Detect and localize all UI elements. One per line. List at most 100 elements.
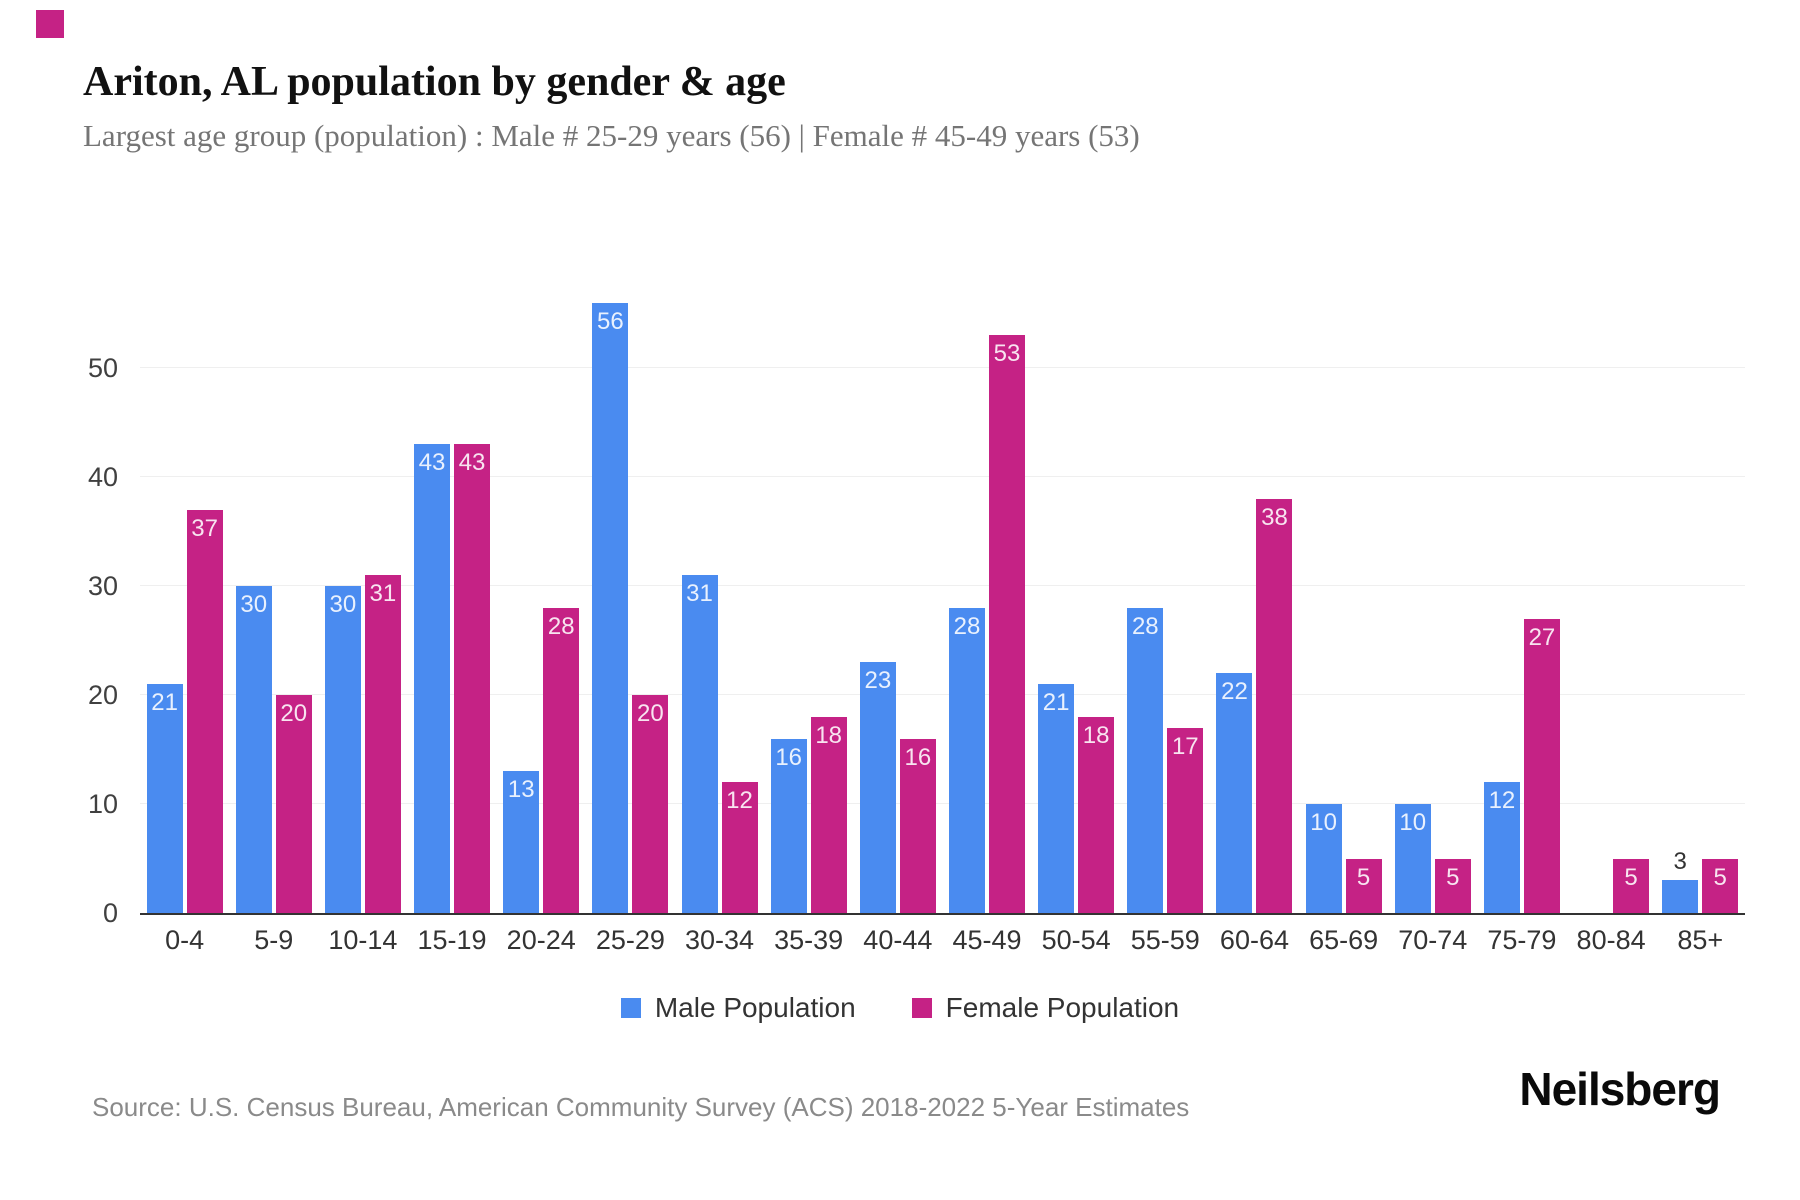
bar-female: 5: [1613, 858, 1650, 913]
bar-value-label: 28: [547, 612, 575, 640]
bar-male: 12: [1483, 782, 1520, 913]
corner-accent-mark: [36, 10, 64, 38]
bar-value-label: 5: [1356, 863, 1371, 891]
bar-value-label: 16: [775, 743, 803, 771]
bar-value-label: 13: [507, 776, 535, 804]
bar-group: 23 16 40-44: [859, 250, 936, 955]
bar-group: 22 38 60-64: [1216, 250, 1293, 955]
bar-male: 16: [770, 738, 807, 913]
bar-female: 43: [454, 444, 491, 913]
x-tick-label: 10-14: [328, 925, 398, 955]
bar-value-label: 43: [458, 449, 486, 477]
bar-female: 5: [1702, 858, 1739, 913]
legend-item-male[interactable]: Male Population: [620, 992, 856, 1024]
bar-value-label: 23: [864, 667, 892, 695]
bar-value-label: 21: [1042, 689, 1070, 717]
bar-value-label: 20: [637, 700, 664, 727]
bar-group: 28 53 45-49: [948, 250, 1025, 955]
bar-value-label: 56: [597, 307, 624, 335]
bar-value-label: 28: [953, 612, 981, 640]
bar-group: 30 20 5-9: [235, 250, 312, 955]
bar-value-label: 16: [904, 743, 932, 771]
bar-value-label: 37: [191, 514, 218, 542]
bar-male: 23: [859, 662, 896, 913]
x-tick-label: 25-29: [595, 925, 665, 955]
bar-female: 16: [899, 738, 936, 913]
bar-male: 3: [1662, 848, 1699, 913]
bar-value-label: 31: [369, 580, 397, 608]
x-tick-label: 70-74: [1398, 925, 1468, 955]
bar-female: 5: [1434, 858, 1471, 913]
bar-group: 30 31 10-14: [324, 250, 401, 955]
bar-value-label: 18: [1082, 721, 1110, 749]
bar-group: 3 5 85+: [1662, 250, 1739, 955]
bar-male: 13: [503, 771, 540, 913]
x-tick-label: 35-39: [774, 925, 844, 955]
bar-group: 5 80-84: [1573, 250, 1650, 955]
bar-value-label: 20: [280, 700, 308, 727]
bar-value-label: 27: [1528, 623, 1556, 651]
y-tick-label: 0: [102, 898, 118, 928]
bar-value-label: 31: [686, 580, 713, 608]
bar-female: 18: [810, 716, 847, 913]
x-tick-label: 80-84: [1576, 925, 1646, 955]
bar-group: 10 5 70-74: [1394, 250, 1471, 955]
legend-label-female: Female Population: [945, 992, 1180, 1023]
gridline: [140, 367, 1745, 368]
gridline: [140, 803, 1745, 804]
x-tick-label: 5-9: [254, 925, 294, 955]
bar-value-label: 28: [1131, 612, 1159, 640]
bar-male: 10: [1394, 804, 1431, 913]
x-tick-label: 40-44: [863, 925, 933, 955]
legend: Male Population Female Population: [0, 992, 1800, 1024]
plot-area: 21 37 0-4 30 20 5-9 30 31 10-14 43 43 15-19 13 28 20-2…: [140, 250, 1745, 955]
female-swatch-icon: [911, 998, 932, 1018]
x-tick-label: 15-19: [417, 925, 487, 955]
legend-item-female[interactable]: Female Population: [911, 992, 1180, 1024]
chart-title: Ariton, AL population by gender & age: [83, 59, 786, 105]
bar-female: 20: [632, 695, 669, 913]
bar-value-label: 3: [1673, 848, 1687, 876]
bar-value-label: 22: [1221, 678, 1248, 706]
x-tick-label: 65-69: [1309, 925, 1379, 955]
y-tick-label: 50: [87, 353, 118, 383]
bar-group: 21 37 0-4: [146, 250, 223, 955]
bar-group: 21 18 50-54: [1038, 250, 1115, 955]
male-swatch-icon: [620, 998, 641, 1018]
bar-female: 28: [543, 607, 580, 913]
bar-value-label: 10: [1310, 809, 1337, 836]
bar-value-label: 10: [1399, 809, 1427, 836]
bar-group: 10 5 65-69: [1305, 250, 1382, 955]
bar-value-label: 38: [1261, 503, 1288, 531]
bar-value-label: 53: [993, 340, 1021, 368]
bar-value-label: 12: [726, 787, 753, 815]
x-tick-label: 85+: [1677, 925, 1724, 955]
bar-female: 27: [1523, 618, 1560, 913]
bar-female: 17: [1167, 727, 1204, 913]
bar-group: 43 43 15-19: [414, 250, 491, 955]
bar-value-label: 18: [815, 721, 843, 749]
x-tick-label: 75-79: [1487, 925, 1557, 955]
bar-female: 20: [275, 695, 312, 913]
bar-group: 56 20 25-29: [592, 250, 669, 955]
bar-value-label: 5: [1713, 863, 1727, 891]
bar-male: 28: [948, 607, 985, 913]
bar-male: 56: [592, 302, 629, 913]
x-tick-label: 60-64: [1219, 925, 1289, 955]
legend-label-male: Male Population: [654, 992, 856, 1023]
bar-male: 21: [146, 684, 183, 913]
y-tick-label: 40: [87, 462, 118, 492]
bar-value-label: 5: [1446, 863, 1460, 891]
bar-female: 37: [186, 509, 223, 913]
bar-male: 28: [1127, 607, 1164, 913]
bar-group: 12 27 75-79: [1483, 250, 1560, 955]
bar-groups: 21 37 0-4 30 20 5-9 30 31 10-14 43 43 15-19 13 28 20-2…: [140, 250, 1745, 955]
x-tick-label: 45-49: [952, 925, 1022, 955]
bar-group: 13 28 20-24: [503, 250, 580, 955]
bar-group: 31 12 30-34: [681, 250, 758, 955]
y-tick-label: 10: [87, 789, 118, 819]
chart-subtitle: Largest age group (population) : Male # …: [83, 118, 1140, 153]
x-tick-label: 0-4: [165, 925, 205, 955]
bar-value-label: 43: [418, 449, 446, 477]
bar-male: 30: [324, 586, 361, 913]
